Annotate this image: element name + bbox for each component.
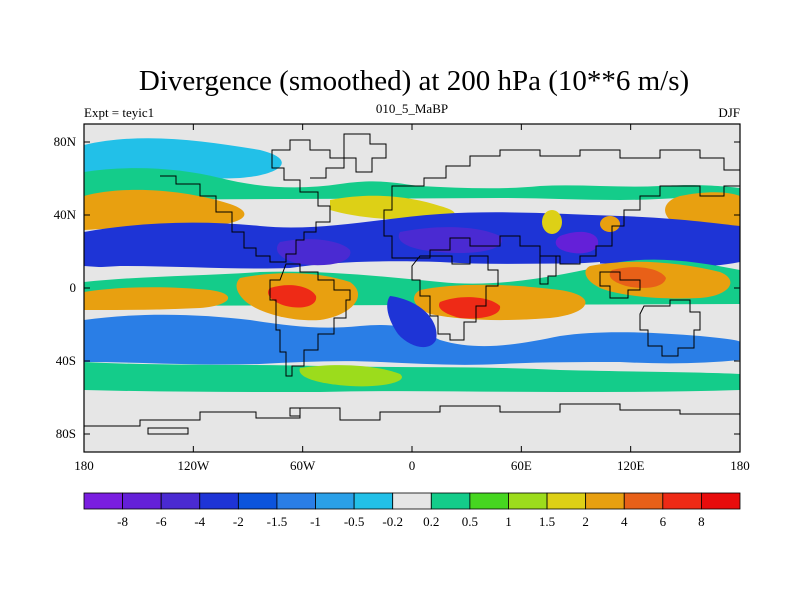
africa-outline	[411, 255, 499, 341]
y-tick-label: 80N	[54, 134, 77, 149]
colorbar-label: -8	[117, 514, 128, 529]
colorbar-label: 1.5	[539, 514, 555, 529]
equatorial-orange-west	[84, 287, 229, 310]
x-tick-label: 180	[74, 458, 94, 473]
purple-core-east	[555, 231, 599, 254]
south-dark-blue-cell	[387, 296, 437, 348]
subtitle-left: Expt = teyic1	[84, 105, 154, 120]
colorbar-swatch	[199, 492, 239, 510]
colorbar-swatch	[585, 492, 625, 510]
north-america-outline	[160, 139, 345, 263]
east-asia-cell-1	[542, 210, 562, 234]
colorbar-label: 6	[660, 514, 667, 529]
north-orange-band	[84, 189, 245, 230]
colorbar-label: 8	[698, 514, 705, 529]
colorbar-label: 1	[505, 514, 512, 529]
india-outline	[539, 255, 557, 285]
north-band-green	[84, 168, 740, 200]
colorbar-swatch	[83, 492, 123, 510]
maritime-continent-outline	[599, 271, 641, 299]
colorbar-label: -4	[194, 514, 205, 529]
eurasia-outline	[400, 149, 740, 187]
equatorial-red-south-america	[267, 285, 317, 308]
colorbar-swatch	[276, 492, 316, 510]
antarctica-outline	[84, 403, 740, 427]
x-tick-label: 120W	[177, 458, 210, 473]
equatorial-red-maritime	[609, 267, 666, 288]
colorbar-label: 4	[621, 514, 628, 529]
x-tick-label: 120E	[617, 458, 645, 473]
colorbar-label: -1.5	[267, 514, 288, 529]
colorbar-swatch	[392, 492, 432, 510]
australia-outline	[639, 299, 701, 357]
east-asia-cell-2	[600, 216, 620, 232]
y-tick-label: 40S	[56, 353, 76, 368]
colorbar-swatch	[662, 492, 702, 510]
colorbar-swatch	[508, 492, 548, 510]
subtitle-right: DJF	[718, 105, 740, 120]
colorbar-label: -6	[156, 514, 167, 529]
colorbar-label: -0.2	[382, 514, 403, 529]
colorbar-swatch	[546, 492, 587, 510]
colorbar-swatch	[623, 492, 664, 510]
colorbar-swatch	[315, 492, 355, 510]
equatorial-red-africa	[438, 297, 501, 319]
colorbar-label: 0.2	[423, 514, 439, 529]
y-tick-label: 40N	[54, 207, 77, 222]
colorbar-swatch	[353, 492, 394, 510]
colorbar-label: 0.5	[462, 514, 478, 529]
colorbar-swatch	[701, 492, 741, 510]
chart-title: Divergence (smoothed) at 200 hPa (10**6 …	[139, 65, 689, 97]
south-yellow-patch	[299, 365, 402, 387]
south-america-outline	[269, 263, 351, 377]
x-tick-label: 60E	[511, 458, 532, 473]
antarctic-peninsula-outline	[289, 407, 301, 417]
colorbar-swatch	[122, 492, 162, 510]
ross-ice-shelf-outline	[147, 427, 189, 435]
colorbar-label: -1	[310, 514, 321, 529]
colorbar-swatch	[237, 492, 278, 510]
x-tick-label: 180	[730, 458, 750, 473]
south-green-band	[84, 362, 740, 392]
colorbar-swatch	[160, 492, 201, 510]
subtitle-center: 010_5_MaBP	[376, 101, 448, 116]
y-tick-label: 80S	[56, 426, 76, 441]
greenland-outline	[343, 133, 387, 173]
y-tick-label: 0	[70, 280, 77, 295]
continent-outlines	[84, 133, 740, 435]
colorbar-label: 2	[582, 514, 589, 529]
x-tick-label: 60W	[290, 458, 316, 473]
equatorial-orange-africa	[414, 284, 586, 321]
contour-field	[84, 124, 740, 452]
colorbar: -8 -6 -4 -2 -1.5 -1 -0.5 -0.2 0.2 0.5 1 1.5 2 4 6 8	[83, 492, 741, 529]
colorbar-swatch	[430, 492, 471, 510]
x-tick-label: 0	[409, 458, 416, 473]
north-orange-east	[665, 192, 740, 229]
colorbar-label: -0.5	[344, 514, 365, 529]
purple-core-west	[276, 239, 351, 266]
axes: 180 120W 60W 0 60E 120E 180 80N 40N 0 40S 80S	[54, 124, 750, 473]
colorbar-label: -2	[233, 514, 244, 529]
colorbar-swatch	[469, 492, 509, 510]
